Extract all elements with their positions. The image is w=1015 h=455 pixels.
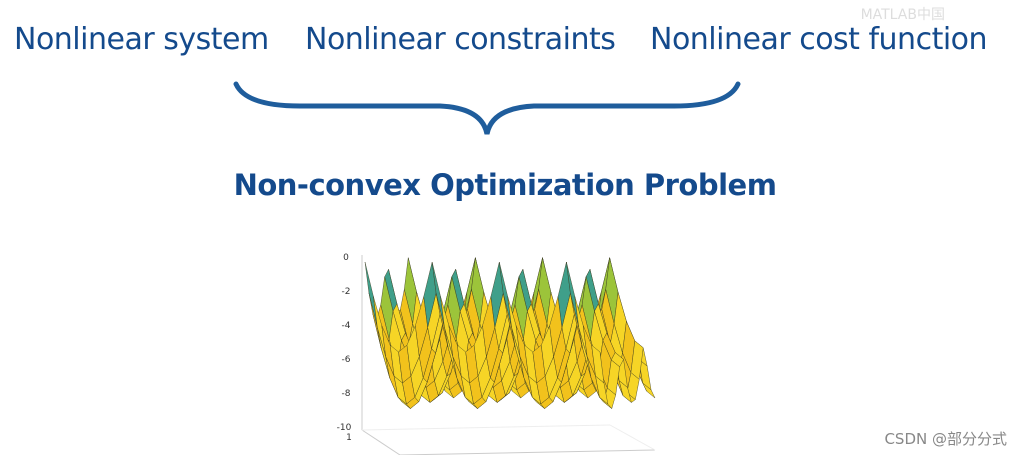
axis (399, 449, 656, 455)
title: Non-convex Optimization Problem (233, 168, 777, 202)
watermark: MATLAB中国 (860, 7, 945, 23)
term: Nonlinear system (14, 22, 269, 57)
z-tick-label: -4 (342, 321, 351, 331)
z-tick-label: -10 (337, 423, 352, 433)
brace (233, 81, 741, 135)
term: Nonlinear constraints (305, 22, 616, 57)
watermark: CSDN @部分分式 (884, 430, 1007, 448)
z-tick-label: -6 (342, 355, 351, 365)
surface-patch (364, 261, 378, 328)
surface-patch (591, 344, 605, 384)
y-tick-label: 1 (346, 433, 352, 443)
term: Nonlinear cost function (650, 22, 988, 57)
grid-line (609, 424, 656, 451)
grid-line (361, 424, 611, 431)
z-tick-label: -8 (342, 389, 351, 399)
surface-plot: 0 -2 -4 -6 -8 -10 1 (337, 253, 656, 455)
z-tick-label: 0 (343, 253, 349, 263)
axis (361, 429, 401, 455)
z-tick-label: -2 (342, 287, 351, 297)
